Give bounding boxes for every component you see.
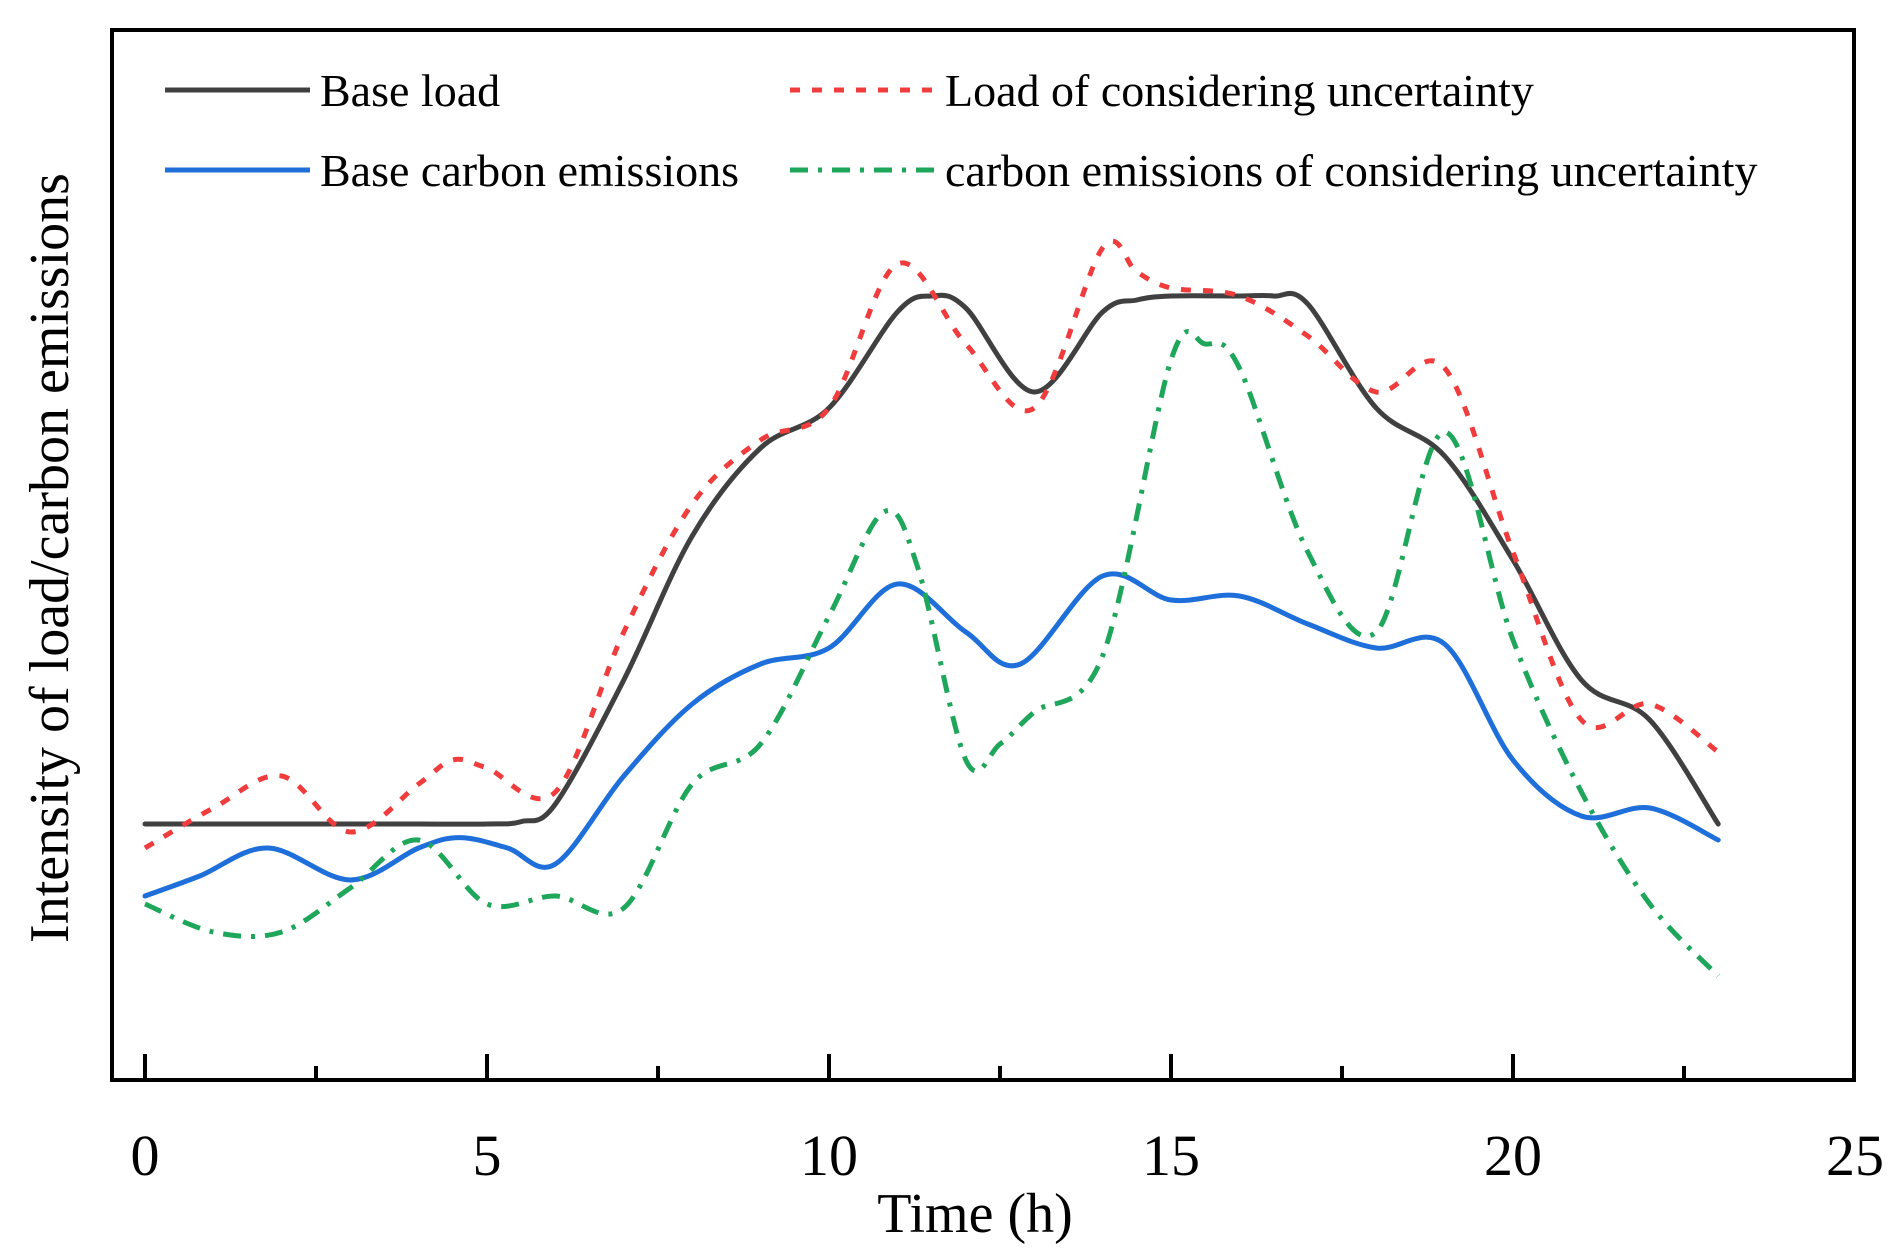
- x-tick-label: 25: [1826, 1123, 1884, 1188]
- legend-item: Load of considering uncertainty: [790, 65, 1534, 116]
- series-carbon-uncertainty: [144, 329, 1721, 978]
- series-line: [143, 238, 1720, 851]
- x-tick-label: 0: [131, 1123, 160, 1188]
- series-line: [144, 329, 1721, 978]
- legend-label: Base load: [320, 65, 500, 116]
- legend-item: Base carbon emissions: [165, 145, 739, 196]
- series-base-carbon: [142, 571, 1721, 899]
- legend-item: carbon emissions of considering uncertai…: [790, 145, 1757, 196]
- x-tick-label: 5: [473, 1123, 502, 1188]
- legend-label: carbon emissions of considering uncertai…: [945, 145, 1757, 196]
- x-axis-title: Time (h): [877, 1183, 1073, 1245]
- plot-frame: [110, 28, 1856, 1082]
- x-tick-label: 15: [1142, 1123, 1200, 1188]
- series-line: [142, 290, 1721, 827]
- axes: 0 5 10 15 20 25: [110, 28, 1884, 1188]
- legend-label: Base carbon emissions: [320, 145, 739, 196]
- series-line: [142, 571, 1721, 899]
- legend-item: Base load: [165, 65, 500, 116]
- series-load-uncertainty: [143, 238, 1720, 851]
- x-tick-label: 10: [800, 1123, 858, 1188]
- y-axis-title: Intensity of load/carbon emissions: [19, 173, 81, 943]
- series-base-load: [142, 290, 1721, 827]
- legend: Base load Load of considering uncertainty…: [165, 65, 1757, 196]
- x-tick-label: 20: [1484, 1123, 1542, 1188]
- legend-label: Load of considering uncertainty: [945, 65, 1534, 116]
- plot-area: [142, 238, 1721, 978]
